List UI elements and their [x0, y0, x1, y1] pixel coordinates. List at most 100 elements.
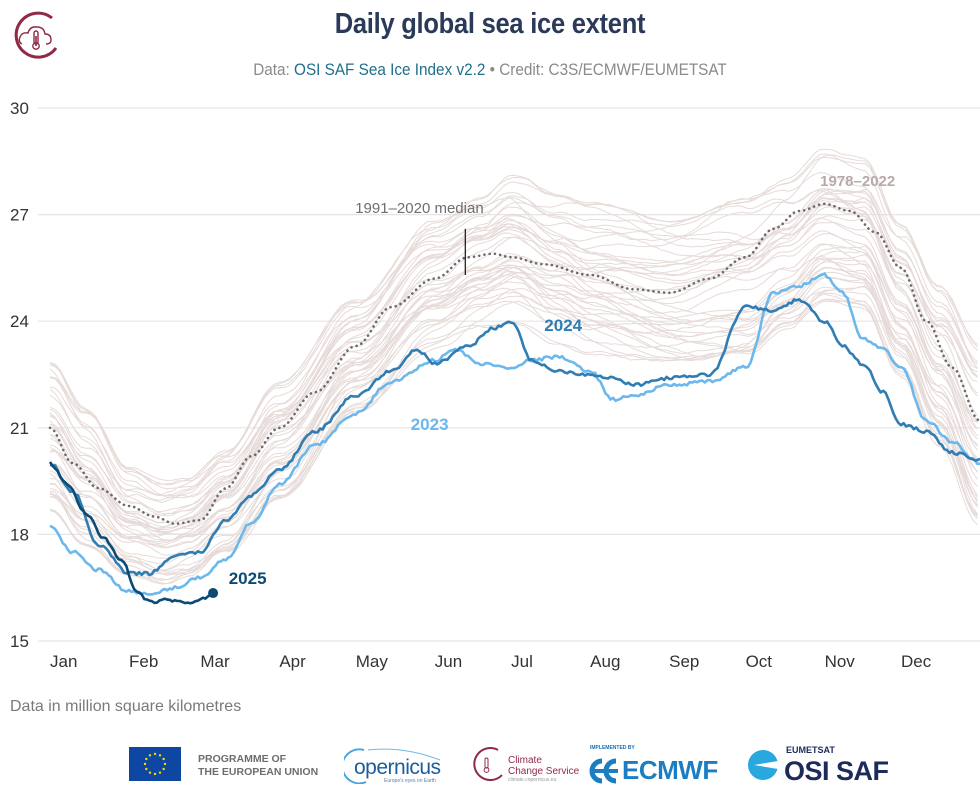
- sea-ice-chart: 15 18 21 24 27 30 Jan Feb Mar Apr May Jun Jul Aug Sep…: [10, 99, 980, 671]
- historical-year-line: [49, 223, 978, 533]
- subtitle-prefix: Data:: [253, 60, 295, 79]
- label-2025: 2025: [229, 569, 267, 588]
- eu-star-icon: [163, 762, 167, 766]
- historical-year-line: [49, 286, 978, 576]
- ecmwf-wordmark: ECMWF: [622, 755, 718, 785]
- historical-year-line: [49, 203, 978, 497]
- climate-change-service-logo: [8, 8, 64, 64]
- historical-year-line: [49, 196, 978, 496]
- y-axis: 15 18 21 24 27 30: [10, 99, 29, 651]
- range-annotation-label: 1978–2022: [820, 173, 895, 190]
- grid-lines: [38, 107, 980, 642]
- historical-year-line: [49, 243, 978, 575]
- eu-star-icon: [145, 757, 148, 761]
- historical-year-line: [49, 291, 978, 585]
- chart-title: Daily global sea ice extent: [334, 8, 646, 40]
- y-tick-label: 27: [10, 206, 29, 225]
- historical-year-line: [49, 266, 978, 546]
- label-2023: 2023: [411, 415, 449, 434]
- x-tick-label: Nov: [825, 652, 856, 671]
- x-tick-label: Sep: [669, 652, 699, 671]
- series-2025-end-marker: [208, 588, 219, 599]
- historical-year-line: [49, 206, 978, 524]
- x-tick-label: Apr: [279, 652, 306, 671]
- eu-line-2: THE EUROPEAN UNION: [198, 766, 319, 778]
- historical-year-line: [49, 188, 978, 535]
- data-source-link[interactable]: OSI SAF Sea Ice Index v2.2: [294, 60, 486, 79]
- historical-year-line: [49, 215, 978, 545]
- c3s-line-1: Climate: [508, 755, 542, 766]
- osi-saf-logo: EUMETSAT OSI SAF: [746, 743, 896, 787]
- x-tick-label: Mar: [200, 652, 230, 671]
- historical-year-line: [49, 196, 978, 499]
- eu-star-icon: [153, 772, 157, 776]
- series-line-2023: [49, 272, 980, 596]
- historical-lines-1978-2022: [49, 148, 978, 585]
- series-line-2025: [48, 461, 215, 605]
- partner-logos: PROGRAMME OF THE EUROPEAN UNION opernicu…: [0, 740, 980, 788]
- historical-year-line: [49, 250, 978, 572]
- historical-year-line: [49, 156, 978, 498]
- eu-line-1: PROGRAMME OF: [198, 753, 287, 765]
- historical-year-line: [49, 172, 978, 528]
- copernicus-logo: opernicus Europe's eyes on Earth: [344, 746, 448, 784]
- series-line-2024: [49, 298, 980, 577]
- eu-programme-text: PROGRAMME OF THE EUROPEAN UNION: [198, 753, 318, 779]
- c3s-line-2: Change Service: [508, 766, 580, 777]
- label-2024: 2024: [544, 316, 582, 335]
- x-tick-label: Feb: [129, 652, 158, 671]
- eu-star-icon: [145, 767, 148, 771]
- historical-year-line: [49, 153, 978, 515]
- x-tick-label: Oct: [746, 652, 773, 671]
- y-tick-label: 24: [10, 312, 29, 331]
- series-lines: [48, 202, 980, 605]
- ecmwf-symbol-icon: [589, 758, 618, 784]
- historical-year-line: [49, 236, 978, 543]
- historical-year-line: [49, 148, 978, 485]
- historical-year-line: [49, 154, 978, 486]
- series-line-1991-2020-median: [48, 202, 980, 526]
- historical-year-line: [49, 197, 978, 513]
- historical-year-line: [49, 255, 978, 581]
- historical-year-line: [49, 275, 978, 585]
- copernicus-tagline: Europe's eyes on Earth: [384, 778, 436, 784]
- x-tick-label: Jan: [50, 652, 77, 671]
- eu-star-icon: [162, 767, 165, 771]
- chart-subtitle: Data: OSI SAF Sea Ice Index v2.2 • Credi…: [49, 60, 931, 80]
- ecmwf-implemented-by: IMPLEMENTED BY: [590, 745, 635, 751]
- x-tick-label: Jul: [511, 652, 533, 671]
- eu-star-icon: [162, 757, 165, 761]
- ecmwf-logo: IMPLEMENTED BY ECMWF: [586, 745, 731, 785]
- historical-year-line: [49, 274, 978, 559]
- historical-year-line: [49, 293, 978, 574]
- y-tick-label: 18: [10, 525, 29, 544]
- c3s-url: climate.copernicus.eu: [508, 777, 557, 783]
- c3s-logo: Climate Change Service climate.copernicu…: [470, 745, 580, 785]
- x-tick-label: Jun: [435, 652, 462, 671]
- osi-saf-symbol-icon: [748, 750, 778, 780]
- x-axis: Jan Feb Mar Apr May Jun Jul Aug Sep Oct Nov Dec: [50, 652, 932, 671]
- historical-year-line: [49, 188, 978, 536]
- eu-flag-icon: [129, 747, 181, 781]
- eu-star-icon: [143, 762, 147, 766]
- annotations: 1991–2020 median 1978–2022 2024 2023 202…: [229, 173, 896, 588]
- x-tick-label: May: [356, 652, 389, 671]
- eu-star-icon: [148, 771, 152, 774]
- x-tick-label: Aug: [590, 652, 620, 671]
- historical-year-line: [49, 270, 978, 539]
- y-tick-label: 21: [10, 419, 29, 438]
- historical-year-line: [49, 177, 978, 503]
- c3s-wordmark: Climate Change Service: [508, 755, 579, 777]
- copernicus-wordmark: opernicus: [354, 756, 441, 779]
- eu-star-icon: [158, 754, 162, 757]
- osi-saf-wordmark: OSI SAF: [784, 756, 889, 786]
- historical-year-line: [49, 232, 978, 564]
- y-tick-label: 30: [10, 99, 29, 118]
- historical-year-line: [49, 264, 978, 548]
- units-footnote: Data in million square kilometres: [10, 698, 242, 715]
- y-tick-label: 15: [10, 632, 29, 651]
- subtitle-credit: • Credit: C3S/ECMWF/EUMETSAT: [485, 60, 727, 79]
- eu-star-icon: [153, 752, 157, 756]
- eumetsat-label: EUMETSAT: [786, 745, 835, 755]
- historical-year-line: [49, 255, 978, 529]
